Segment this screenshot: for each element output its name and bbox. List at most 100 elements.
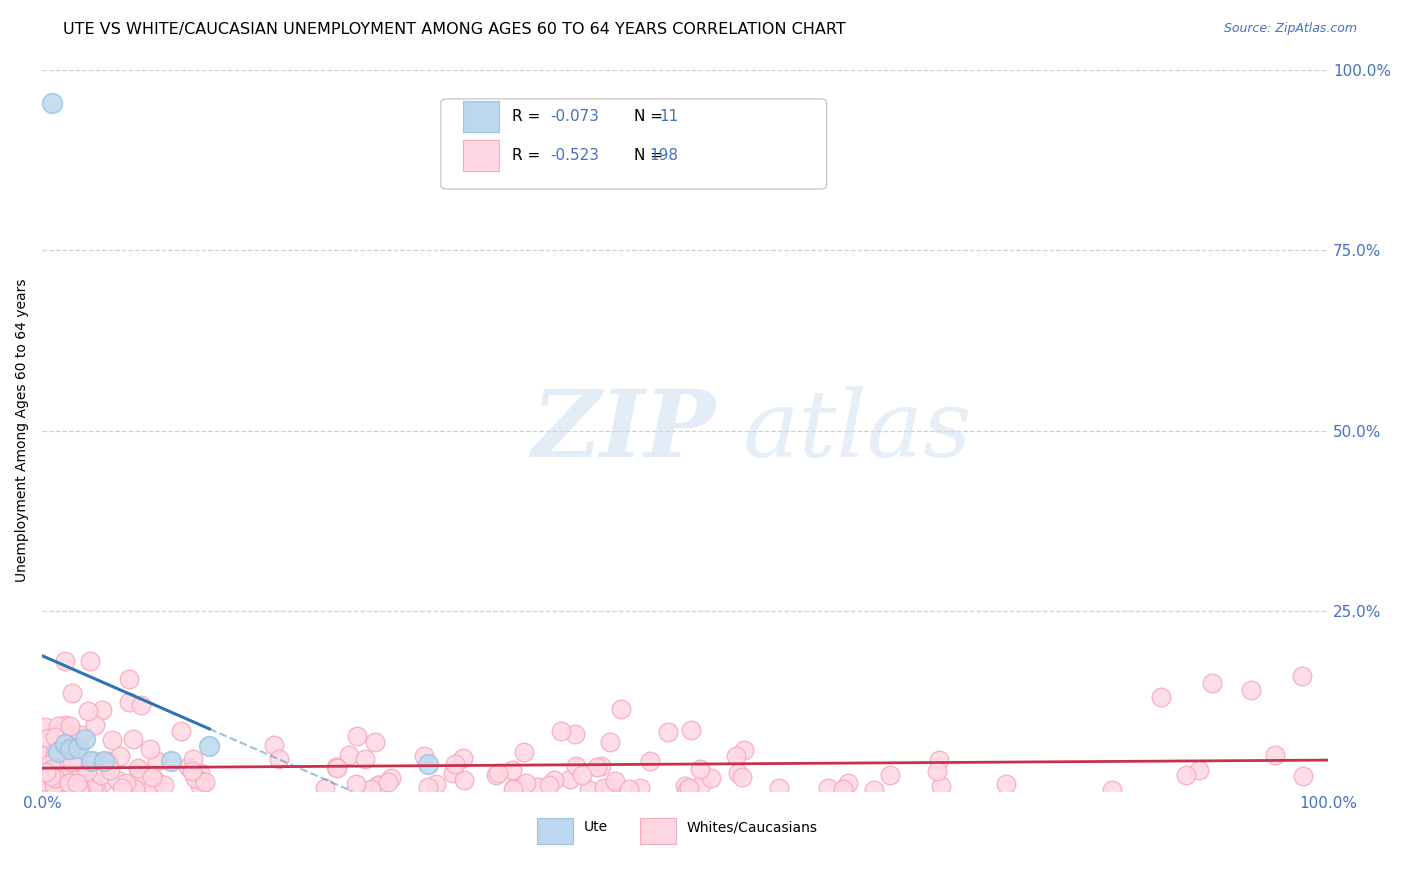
Point	[44, 745, 66, 759]
Point	[578, 783, 600, 797]
Point	[37, 783, 59, 797]
Point	[80, 754, 103, 768]
Point	[38, 772, 60, 787]
Point	[558, 772, 581, 786]
Point	[98, 764, 121, 778]
Point	[34, 778, 56, 792]
Point	[657, 724, 679, 739]
Point	[91, 775, 114, 789]
Point	[84, 774, 107, 789]
Point	[368, 778, 391, 792]
Point	[928, 753, 950, 767]
Point	[727, 765, 749, 780]
Point	[65, 776, 87, 790]
Point	[326, 761, 349, 775]
Point	[925, 764, 948, 779]
Point	[37, 731, 59, 745]
Point	[45, 778, 67, 792]
Point	[49, 779, 72, 793]
Point	[42, 763, 65, 777]
Point	[59, 719, 82, 733]
Point	[586, 760, 609, 774]
Text: ZIP: ZIP	[531, 385, 716, 475]
Point	[70, 777, 93, 791]
Point	[537, 778, 560, 792]
Point	[52, 750, 75, 764]
Point	[42, 778, 65, 792]
Point	[550, 723, 572, 738]
Point	[543, 773, 565, 788]
Point	[73, 732, 96, 747]
Point	[58, 781, 80, 796]
Point	[45, 772, 67, 787]
Point	[1264, 747, 1286, 762]
Point	[124, 782, 146, 797]
Point	[56, 775, 79, 789]
Point	[139, 783, 162, 797]
Point	[183, 771, 205, 785]
Point	[180, 764, 202, 779]
Point	[52, 768, 75, 782]
Point	[44, 730, 66, 744]
Point	[79, 654, 101, 668]
Point	[700, 772, 723, 786]
Point	[32, 773, 55, 788]
Point	[565, 759, 588, 773]
Point	[506, 782, 529, 797]
Point	[416, 756, 439, 771]
Point	[929, 779, 952, 793]
Point	[35, 776, 58, 790]
Point	[127, 774, 149, 789]
Point	[1291, 669, 1313, 683]
Point	[46, 719, 69, 733]
Point	[141, 770, 163, 784]
Point	[121, 731, 143, 746]
Point	[84, 783, 107, 797]
Point	[413, 748, 436, 763]
Point	[128, 764, 150, 778]
Point	[441, 765, 464, 780]
Point	[39, 769, 62, 783]
Point	[37, 758, 59, 772]
FancyBboxPatch shape	[463, 140, 499, 170]
Point	[65, 770, 87, 784]
Point	[53, 781, 76, 796]
Point	[48, 766, 70, 780]
Point	[145, 774, 167, 789]
Point	[42, 751, 65, 765]
Point	[79, 776, 101, 790]
Point	[53, 782, 76, 797]
Point	[339, 747, 361, 762]
Point	[38, 775, 60, 789]
Point	[52, 723, 75, 737]
Text: -0.073: -0.073	[550, 109, 599, 124]
Point	[725, 748, 748, 763]
Point	[188, 779, 211, 793]
Point	[730, 770, 752, 784]
Point	[188, 766, 211, 780]
Point	[117, 672, 139, 686]
Point	[416, 780, 439, 794]
Point	[831, 782, 853, 797]
Point	[152, 778, 174, 792]
Point	[53, 775, 76, 789]
Point	[159, 754, 181, 768]
Point	[501, 763, 523, 777]
Point	[62, 760, 84, 774]
Point	[768, 780, 790, 795]
Point	[46, 776, 69, 790]
Point	[49, 775, 72, 789]
Point	[66, 751, 89, 765]
Point	[689, 778, 711, 792]
Point	[45, 780, 67, 794]
Point	[34, 777, 56, 791]
Point	[55, 718, 77, 732]
Point	[1292, 769, 1315, 783]
Point	[48, 763, 70, 777]
Text: R =: R =	[512, 148, 544, 163]
Point	[46, 761, 69, 775]
Point	[599, 735, 621, 749]
Point	[486, 766, 509, 780]
Point	[34, 773, 56, 788]
Point	[58, 775, 80, 789]
